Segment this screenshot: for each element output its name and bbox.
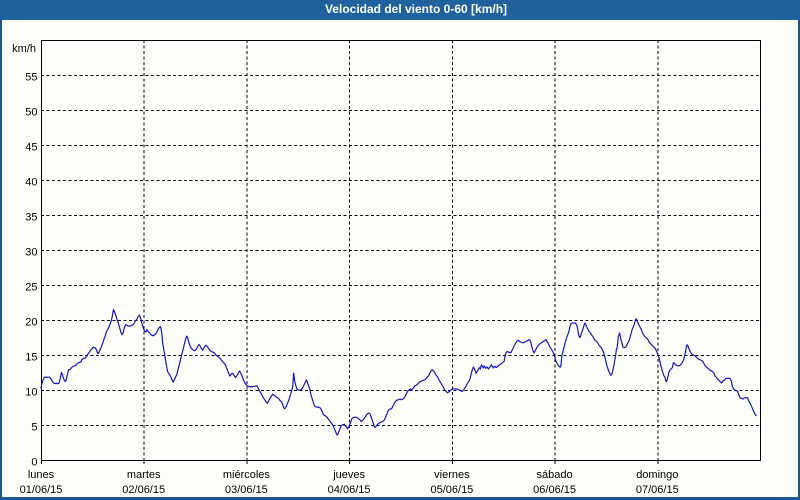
svg-text:55: 55 [25,72,37,84]
svg-text:05/06/15: 05/06/15 [430,484,473,496]
svg-text:50: 50 [25,107,37,119]
svg-text:km/h: km/h [12,43,36,55]
svg-text:5: 5 [31,422,37,434]
svg-text:04/06/15: 04/06/15 [328,484,371,496]
svg-text:30: 30 [25,247,37,259]
svg-text:25: 25 [25,282,37,294]
svg-text:02/06/15: 02/06/15 [122,484,165,496]
svg-text:viernes: viernes [434,469,470,481]
svg-text:06/06/15: 06/06/15 [533,484,576,496]
svg-text:sábado: sábado [537,469,573,481]
svg-text:35: 35 [25,212,37,224]
svg-text:45: 45 [25,142,37,154]
svg-text:lunes: lunes [28,469,55,481]
svg-text:07/06/15: 07/06/15 [636,484,679,496]
svg-text:0: 0 [31,457,37,469]
svg-text:15: 15 [25,352,37,364]
svg-text:10: 10 [25,387,37,399]
svg-text:40: 40 [25,177,37,189]
svg-text:20: 20 [25,317,37,329]
svg-text:martes: martes [127,469,161,481]
svg-text:jueves: jueves [332,469,365,481]
svg-text:miércoles: miércoles [223,469,271,481]
svg-text:domingo: domingo [636,469,678,481]
svg-text:01/06/15: 01/06/15 [20,484,63,496]
svg-text:03/06/15: 03/06/15 [225,484,268,496]
